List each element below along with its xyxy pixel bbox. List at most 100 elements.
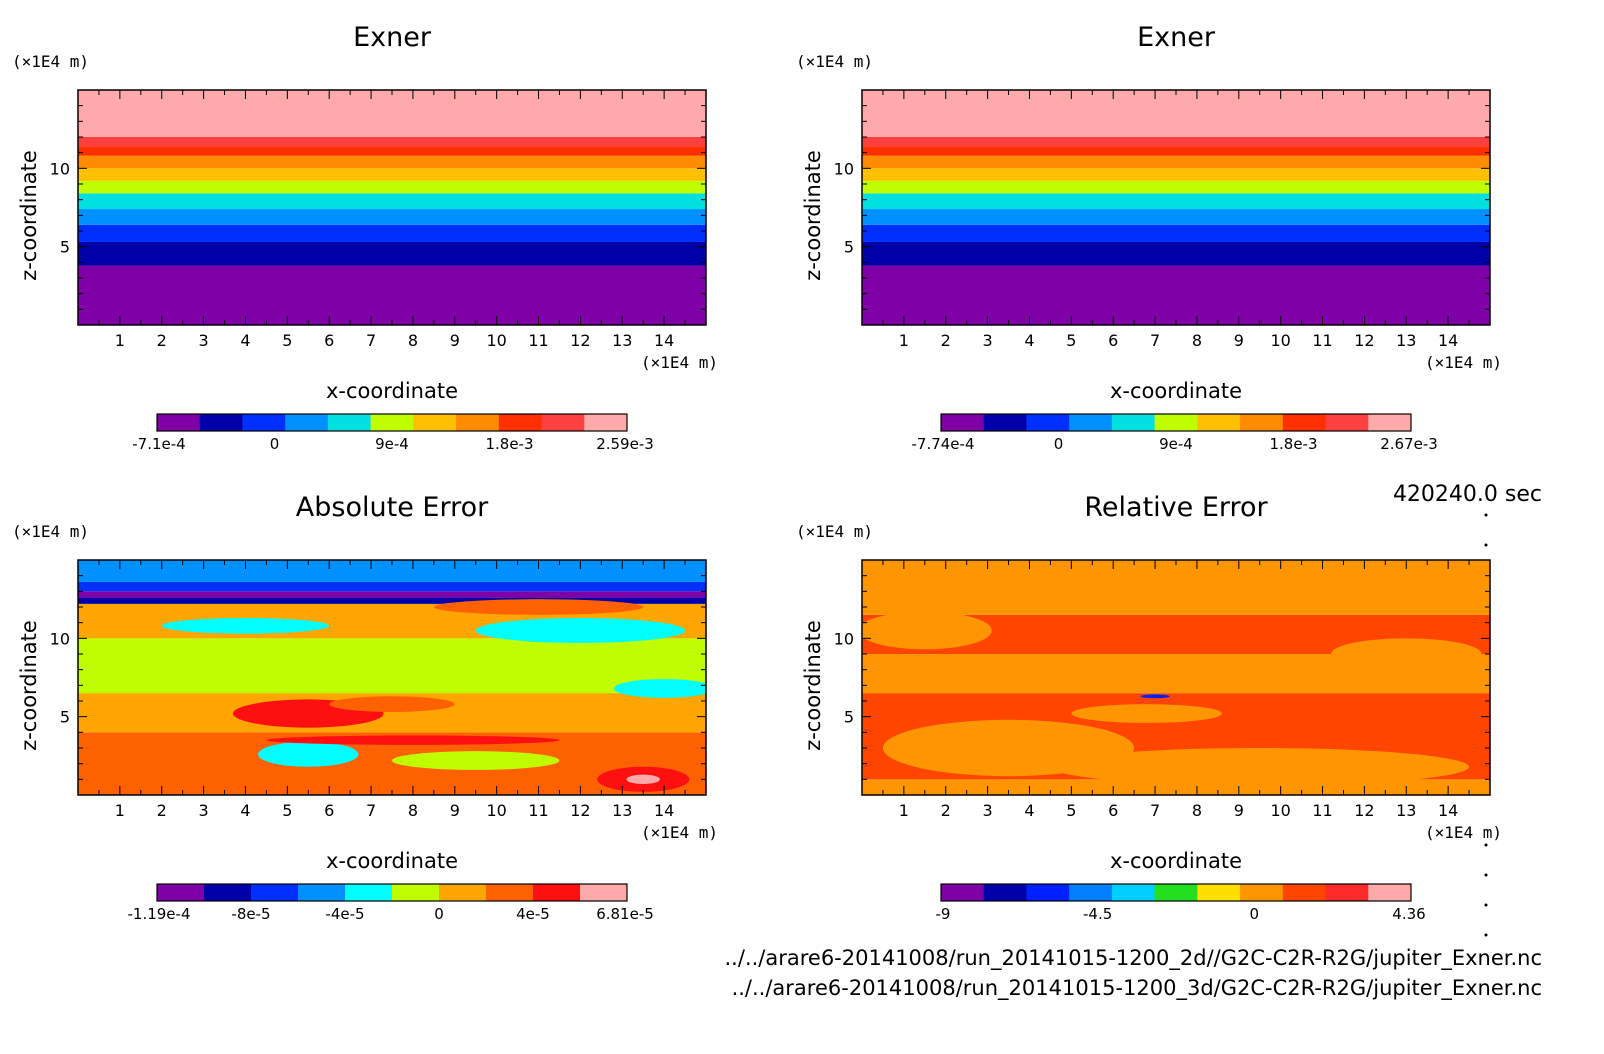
x-tick-label: 2 bbox=[157, 801, 167, 820]
contour-band bbox=[78, 155, 706, 169]
file-path-2d: ../../arare6-20141008/run_20141015-1200_… bbox=[724, 946, 1543, 970]
contour-band bbox=[78, 137, 706, 147]
panel-exner-3d: Exner(×1E4 m)1 2 3 4 5 6 7 8 9 10 11 12 13 14510(×1E4… bbox=[796, 22, 1502, 453]
z-axis-label: z-coordinate bbox=[17, 620, 41, 751]
colorbar-swatch bbox=[157, 414, 201, 431]
z-tick-label: 5 bbox=[60, 238, 70, 257]
colorbar-swatch bbox=[1368, 884, 1412, 901]
x-tick-label: 7 bbox=[366, 801, 376, 820]
file-path-3d: ../../arare6-20141008/run_20141015-1200_… bbox=[731, 976, 1542, 1000]
x-tick-label: 7 bbox=[366, 331, 376, 350]
x-tick-label: 7 bbox=[1150, 331, 1160, 350]
contour-band bbox=[78, 193, 706, 210]
colorbar-label: 6.81e-5 bbox=[596, 905, 654, 923]
colorbar-label: -8e-5 bbox=[231, 905, 270, 923]
x-tick-label: 11 bbox=[1312, 801, 1332, 820]
z-tick-label: 10 bbox=[50, 629, 70, 648]
colorbar-swatch bbox=[1026, 414, 1070, 431]
contour-band bbox=[78, 591, 706, 598]
x-axis-label: x-coordinate bbox=[1110, 849, 1242, 873]
x-tick-label: 1 bbox=[899, 801, 909, 820]
x-tick-label: 14 bbox=[654, 801, 674, 820]
x-tick-label: 13 bbox=[612, 331, 632, 350]
colorbar-label: 4.36 bbox=[1392, 905, 1425, 923]
colorbar-label: -9 bbox=[936, 905, 951, 923]
x-tick-label: 11 bbox=[1312, 331, 1332, 350]
contour-band bbox=[862, 193, 1490, 210]
colorbar-swatch bbox=[1197, 414, 1241, 431]
contour-band bbox=[862, 155, 1490, 169]
field bbox=[78, 90, 706, 325]
contour-band bbox=[78, 241, 706, 266]
z-tick-label: 10 bbox=[834, 629, 854, 648]
colorbar-label: 0 bbox=[434, 905, 444, 923]
contour-band bbox=[862, 560, 1490, 615]
colorbar-label: -1.19e-4 bbox=[128, 905, 191, 923]
colorbar-swatch bbox=[983, 414, 1027, 431]
chart-title: Relative Error bbox=[1084, 492, 1268, 523]
x-tick-label: 5 bbox=[282, 331, 292, 350]
colorbar-frame bbox=[940, 883, 1412, 902]
marker-dot bbox=[1484, 903, 1488, 907]
contour-region bbox=[1071, 704, 1223, 723]
contour-region bbox=[1050, 748, 1470, 786]
x-tick-label: 5 bbox=[282, 801, 292, 820]
contour-region bbox=[626, 774, 660, 785]
x-tick-label: 2 bbox=[157, 331, 167, 350]
x-tick-label: 10 bbox=[486, 331, 506, 350]
x-tick-label: 3 bbox=[983, 331, 993, 350]
panel-exner-2d: Exner(×1E4 m)1 2 3 4 5 6 7 8 9 10 11 12 13 14510(×1E4… bbox=[12, 22, 718, 453]
x-unit-label: (×1E4 m) bbox=[1425, 353, 1502, 372]
contour-band bbox=[862, 90, 1490, 137]
x-tick-label: 7 bbox=[1150, 801, 1160, 820]
colorbar-swatch bbox=[413, 414, 457, 431]
z-unit-label: (×1E4 m) bbox=[796, 52, 873, 71]
colorbar-label: 0 bbox=[1054, 435, 1064, 453]
x-tick-label: 6 bbox=[324, 801, 334, 820]
contour-band bbox=[862, 180, 1490, 194]
colorbar-swatch bbox=[327, 414, 372, 431]
colorbar-swatch bbox=[204, 884, 252, 901]
colorbar-swatch bbox=[298, 884, 346, 901]
colorbar-swatch bbox=[941, 884, 985, 901]
colorbar-frame bbox=[940, 413, 1412, 432]
contour-band bbox=[862, 209, 1490, 225]
z-tick-label: 5 bbox=[844, 238, 854, 257]
chart-title: Exner bbox=[353, 22, 432, 53]
x-tick-label: 9 bbox=[450, 801, 460, 820]
colorbar-swatch bbox=[439, 884, 487, 901]
colorbar-swatch bbox=[1240, 884, 1284, 901]
contour-band bbox=[78, 581, 706, 592]
colorbar-swatch bbox=[242, 414, 286, 431]
contour-region bbox=[392, 751, 560, 770]
x-tick-label: 11 bbox=[528, 801, 548, 820]
colorbar-swatch bbox=[1282, 884, 1327, 901]
colorbar-swatch bbox=[285, 414, 329, 431]
contour-region bbox=[258, 741, 359, 767]
contour-band bbox=[78, 265, 706, 325]
x-tick-label: 13 bbox=[1396, 331, 1416, 350]
x-unit-label: (×1E4 m) bbox=[1425, 823, 1502, 842]
colorbar-swatch bbox=[1197, 884, 1241, 901]
x-tick-label: 8 bbox=[408, 331, 418, 350]
contour-band bbox=[78, 90, 706, 137]
contour-region bbox=[329, 696, 455, 712]
colorbar-swatch bbox=[1111, 414, 1156, 431]
colorbar-swatch bbox=[983, 884, 1027, 901]
colorbar-swatch bbox=[1368, 414, 1412, 431]
colorbar-swatch bbox=[392, 884, 440, 901]
x-tick-label: 1 bbox=[115, 801, 125, 820]
x-tick-label: 12 bbox=[1354, 801, 1374, 820]
colorbar-label: 4e-5 bbox=[516, 905, 550, 923]
z-unit-label: (×1E4 m) bbox=[12, 522, 89, 541]
x-tick-label: 8 bbox=[408, 801, 418, 820]
marker-dot bbox=[1484, 933, 1488, 937]
colorbar-label: -7.74e-4 bbox=[912, 435, 975, 453]
z-tick-label: 10 bbox=[834, 159, 854, 178]
z-axis-label: z-coordinate bbox=[801, 150, 825, 281]
colorbar-swatch bbox=[1111, 884, 1156, 901]
x-tick-label: 8 bbox=[1192, 331, 1202, 350]
colorbar-swatch bbox=[533, 884, 581, 901]
colorbar-label: -7.1e-4 bbox=[132, 435, 185, 453]
contour-band bbox=[78, 560, 706, 582]
